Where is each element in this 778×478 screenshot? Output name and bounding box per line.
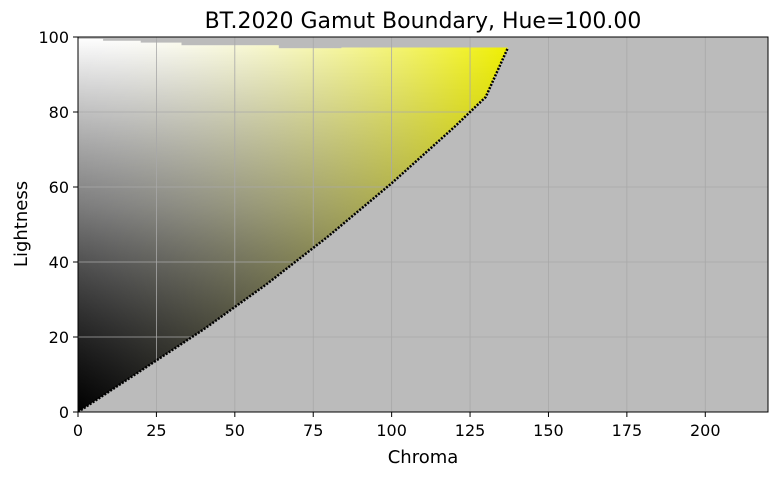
x-tick-label: 100 <box>376 421 407 440</box>
gamut-boundary-line <box>78 47 509 412</box>
y-axis-ticks: 0 20 40 60 80 100 <box>38 28 78 422</box>
x-tick-label: 0 <box>73 421 83 440</box>
x-tick-label: 150 <box>533 421 564 440</box>
plot-frame <box>77 36 769 413</box>
y-axis-label: Lightness <box>11 181 32 267</box>
x-tick-label: 125 <box>455 421 486 440</box>
x-axis-label: Chroma <box>388 447 459 468</box>
x-tick-label: 200 <box>690 421 721 440</box>
x-tick-label: 25 <box>146 421 166 440</box>
y-tick-label: 80 <box>49 103 69 122</box>
y-tick-label: 40 <box>49 253 69 272</box>
y-tick-label: 60 <box>49 178 69 197</box>
y-tick-label: 100 <box>38 28 69 47</box>
chart-title: BT.2020 Gamut Boundary, Hue=100.00 <box>205 9 642 34</box>
x-tick-label: 175 <box>612 421 643 440</box>
y-tick-label: 0 <box>59 403 69 422</box>
x-tick-label: 50 <box>225 421 245 440</box>
x-tick-label: 75 <box>303 421 323 440</box>
x-axis-ticks: 0 25 50 75 100 125 150 175 200 <box>73 412 721 440</box>
y-tick-label: 20 <box>49 328 69 347</box>
